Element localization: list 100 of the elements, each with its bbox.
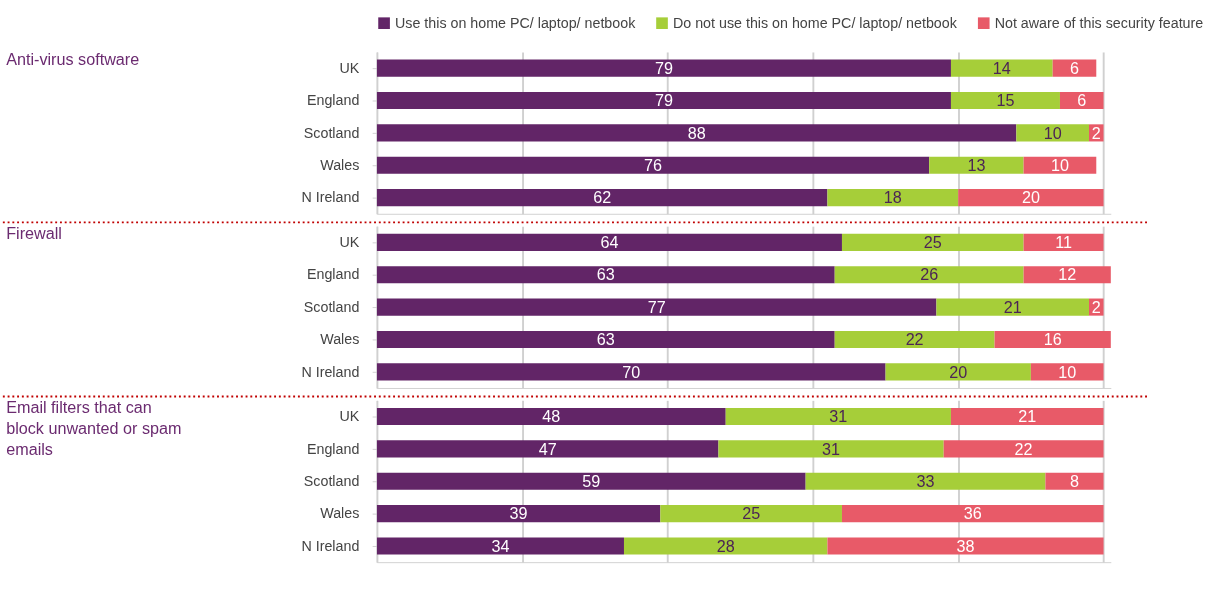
data-label: 63 (596, 330, 615, 349)
data-label: 2 (1091, 297, 1101, 316)
legend-label: Do not use this on home PC/ laptop/ netbook (672, 14, 958, 31)
y-axis-title: Anti-virus software (6, 49, 140, 68)
data-label: 64 (600, 233, 619, 252)
data-label: 11 (1055, 233, 1072, 252)
bar (623, 537, 828, 555)
bar (805, 472, 1046, 490)
bar (376, 440, 719, 458)
bar (1030, 363, 1104, 381)
bar (929, 156, 1024, 174)
data-label: 59 (582, 471, 601, 490)
bar (376, 59, 951, 77)
bar (376, 189, 828, 207)
data-label: 79 (654, 91, 673, 110)
data-label: 31 (822, 439, 841, 458)
y-axis-title: Email filters that can block unwanted or spam emails (6, 398, 182, 459)
y-tick-label: England (306, 92, 360, 109)
data-label: 76 (644, 155, 663, 174)
y-tick-label: England (306, 440, 360, 457)
bar (376, 330, 835, 349)
data-label: 10 (1058, 362, 1077, 381)
bar (936, 298, 1090, 316)
legend-label: Not aware of this security feature (994, 14, 1204, 31)
y-tick-label: UK (339, 59, 360, 76)
data-label: 13 (967, 155, 986, 174)
bar (943, 440, 1104, 458)
bar (950, 59, 1053, 77)
data-label: 12 (1058, 265, 1077, 284)
bar (725, 407, 951, 426)
data-label: 25 (742, 504, 761, 523)
data-label: 14 (992, 58, 1011, 77)
data-label: 33 (916, 471, 935, 490)
bar (376, 91, 951, 110)
bar (376, 472, 806, 490)
data-label: 48 (542, 407, 561, 426)
bar (841, 233, 1024, 251)
bar (718, 440, 944, 458)
data-label: 22 (1014, 439, 1033, 458)
data-label: 79 (654, 58, 673, 77)
y-tick-label: Wales (320, 331, 360, 348)
bar (1023, 266, 1111, 284)
bar (827, 189, 959, 207)
bar (376, 124, 1017, 142)
bar (376, 407, 726, 426)
data-label: 34 (491, 536, 510, 555)
data-label: 6 (1077, 91, 1087, 110)
bar (950, 407, 1104, 426)
data-label: 70 (622, 362, 641, 381)
data-label: 10 (1043, 123, 1062, 142)
bar (834, 330, 995, 349)
bar (376, 156, 930, 174)
data-label: 20 (1021, 188, 1040, 207)
data-label: 28 (716, 536, 735, 555)
data-label: 77 (647, 297, 666, 316)
data-label: 88 (687, 123, 706, 142)
data-label: 63 (596, 265, 615, 284)
data-label: 16 (1043, 330, 1062, 349)
data-label: 36 (963, 504, 982, 523)
y-tick-label: N Ireland (301, 363, 360, 380)
data-label: 8 (1069, 471, 1079, 490)
bar (994, 330, 1111, 349)
y-tick-label: Wales (320, 505, 360, 522)
bar (376, 298, 937, 316)
bar (1016, 124, 1090, 142)
bar (1023, 233, 1104, 251)
data-label: 25 (923, 233, 942, 252)
data-label: 18 (883, 188, 902, 207)
y-axis-title: Firewall (6, 224, 62, 243)
bar (376, 233, 842, 251)
data-label: 39 (509, 504, 528, 523)
y-tick-label: England (306, 266, 360, 283)
data-label: 20 (949, 362, 968, 381)
bar (376, 266, 835, 284)
y-tick-label: N Ireland (301, 537, 360, 554)
data-label: 15 (996, 91, 1015, 110)
data-label: 22 (905, 330, 924, 349)
data-label: 47 (538, 439, 557, 458)
data-label: 62 (593, 188, 612, 207)
data-label: 38 (956, 536, 975, 555)
bar (376, 537, 624, 555)
bar (376, 505, 661, 523)
data-label: 2 (1091, 123, 1101, 142)
bar (1045, 472, 1104, 490)
y-tick-label: UK (339, 408, 360, 425)
y-tick-label: N Ireland (301, 189, 360, 206)
y-tick-label: Scotland (303, 298, 360, 315)
bar (660, 505, 842, 523)
bar (834, 266, 1024, 284)
y-tick-label: UK (339, 234, 360, 251)
legend-label: Use this on home PC/ laptop/ netbook (395, 14, 637, 31)
data-label: 21 (1018, 407, 1037, 426)
data-label: 31 (829, 407, 848, 426)
bar (841, 505, 1104, 523)
data-label: 26 (920, 265, 939, 284)
y-tick-label: Wales (320, 157, 360, 174)
bar (885, 363, 1031, 381)
y-tick-label: Scotland (303, 473, 360, 490)
bar (376, 363, 886, 381)
data-label: 6 (1069, 58, 1079, 77)
